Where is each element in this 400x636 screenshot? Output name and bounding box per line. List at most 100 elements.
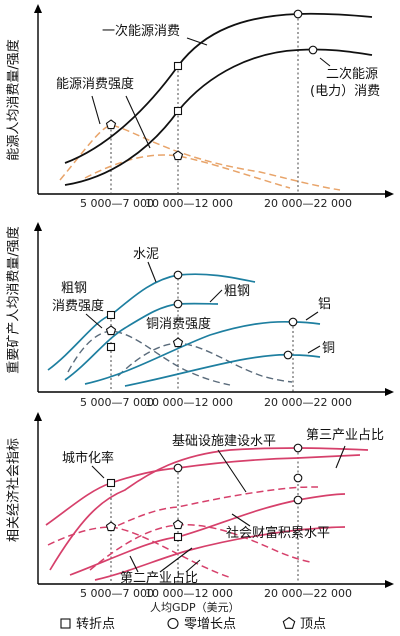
wealth-pointer [231,513,251,527]
social-tick-2: 10 000—12 000 [145,587,233,600]
peak-marker [172,337,184,348]
zero-growth-marker [283,350,293,360]
primary-energy-curve [64,12,373,164]
x-axis-title: 人均GDP（美元） [150,601,240,614]
steel-intensity-curve [67,330,231,386]
social-panel: 相关经济社会指标 城市化率 基础设施建设水平 第三产业占比 社会财富 [6,412,394,614]
aluminum-pointer [305,311,319,321]
legend-turning-point-label: 转折点 [76,617,115,632]
turning-point-marker [106,478,116,488]
legend-square-icon [60,618,71,629]
turning-point-marker [173,106,183,116]
aluminum-curve [84,320,321,385]
cement-curve [47,273,256,371]
peak-marker [172,150,184,161]
minerals-tick-1: 5 000—7 000 [80,396,154,409]
secondary-industry-pointer-c [185,559,201,573]
secondary-industry-pointer-b [159,547,193,573]
infrastructure-pointer [217,449,247,493]
minerals-panel: 重要矿产人均消费量/强度 水泥 粗钢 粗钢 消费强度 铜消费强度 [6,222,394,409]
copper-pointer [307,345,321,354]
turning-point-marker [106,310,116,320]
minerals-tick-3: 20 000—22 000 [264,396,352,409]
energy-y-arrow [34,4,42,13]
cement-pointer [147,261,157,283]
minerals-tick-2: 10 000—12 000 [145,396,233,409]
peak-marker [105,325,117,336]
legend: 转折点 零增长点 顶点 [60,616,326,632]
social-x-arrow [385,580,394,588]
primary-energy-pointer [186,37,208,46]
zero-growth-marker [293,9,303,19]
energy-tick-1: 5 000—7 000 [80,197,154,210]
social-tick-3: 20 000—22 000 [264,587,352,600]
secondary-energy-curve [64,48,373,186]
minerals-y-arrow [34,222,42,231]
zero-growth-marker [173,270,183,280]
energy-intensity-label: 能源消费强度 [56,76,134,92]
peak-marker [172,519,184,530]
energy-intensity-pointer-b [125,95,151,149]
secondary-energy-label-line2: (电力）消费 [310,84,380,99]
secondary-industry-curve-c [107,486,319,531]
tertiary-industry-label: 第三产业占比 [306,428,384,443]
wealth-curve [94,526,346,581]
zero-growth-marker [308,45,318,55]
zero-growth-marker [173,299,183,309]
steel-curve [64,302,219,381]
energy-x-arrow [385,190,394,198]
legend-pentagon-icon [282,616,296,629]
secondary-industry-curve-b [89,524,311,571]
secondary-energy-label-line1: 二次能源 [326,66,378,82]
legend-peak-label: 顶点 [300,617,326,632]
zero-growth-marker [288,317,298,327]
energy-y-axis-label: 能源人均消费量/强度 [6,39,22,160]
zero-growth-marker [293,495,303,505]
secondary-energy-pointer [319,57,331,67]
infrastructure-label: 基础设施建设水平 [172,434,276,449]
steel-intensity-pointer [85,313,103,329]
copper-curve [124,353,321,387]
copper-intensity-label: 铜消费强度 [146,316,211,332]
urbanization-pointer [91,465,105,479]
peak-marker [105,119,117,130]
tertiary-industry-pointer [335,445,346,469]
steel-intensity-label-line1: 粗钢 [61,281,87,296]
turning-point-marker [106,342,116,352]
legend-zero-growth-label: 零增长点 [184,617,236,632]
social-y-arrow [34,412,42,421]
zero-growth-marker [173,463,183,473]
infrastructure-curve [69,493,346,576]
secondary-industry-pointer-a [129,555,139,573]
turning-point-marker [173,532,183,542]
cement-label: 水泥 [133,247,159,262]
zero-growth-marker [293,443,303,453]
energy-intensity-curve-a [59,124,341,191]
energy-tick-2: 10 000—12 000 [145,197,233,210]
steel-label: 粗钢 [224,284,250,299]
steel-intensity-label-line2: 消费强度 [52,298,104,314]
social-y-axis-label: 相关经济社会指标 [6,438,22,542]
legend-circle-icon [167,617,179,630]
steel-pointer [209,289,223,303]
tertiary-industry-curve [49,447,369,571]
primary-energy-label: 一次能源消费 [102,23,180,39]
energy-tick-3: 20 000—22 000 [264,197,352,210]
minerals-x-arrow [385,388,394,396]
aluminum-label: 铝 [318,297,331,312]
copper-intensity-curve [117,342,293,383]
energy-intensity-curve-b [84,154,291,189]
peak-marker [105,521,117,532]
secondary-industry-label: 第二产业占比 [120,571,198,586]
energy-panel: 能源人均消费量/强度 一次能源消费 二次能源 (电力）消费 能源消费强度 5 0… [6,4,394,210]
zero-growth-marker [293,473,303,483]
social-tick-1: 5 000—7 000 [80,587,154,600]
energy-intensity-pointer-a [91,95,101,125]
copper-label: 铜 [322,341,335,356]
turning-point-marker [173,61,183,71]
minerals-y-axis-label: 重要矿产人均消费量/强度 [6,226,22,373]
wealth-label: 社会财富积累水平 [226,525,330,541]
urbanization-label: 城市化率 [62,450,114,466]
secondary-industry-curve-a [47,526,233,579]
